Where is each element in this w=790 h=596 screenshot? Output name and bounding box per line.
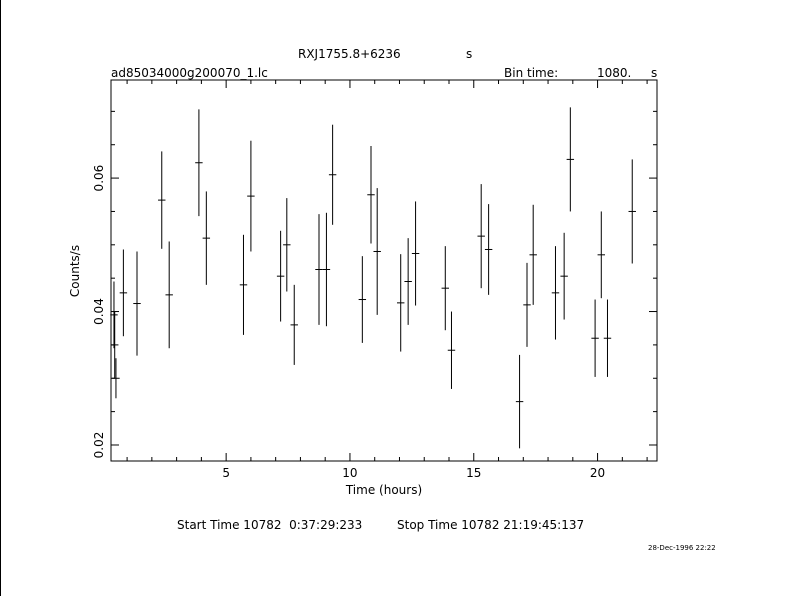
window-left-border	[0, 0, 1, 596]
data-point	[447, 311, 456, 389]
data-point	[247, 140, 255, 252]
plot-timestamp: 28-Dec-1996 22:22	[648, 544, 716, 552]
data-point	[328, 124, 337, 225]
x-axis-label: Time (hours)	[345, 483, 422, 497]
data-points	[110, 107, 636, 449]
data-point	[283, 198, 291, 292]
data-point	[119, 249, 128, 337]
bin-time-units: s	[651, 66, 658, 80]
y-axis-label: Counts/s	[68, 245, 82, 297]
data-point	[158, 151, 166, 249]
data-point	[239, 234, 248, 335]
source-units: s	[466, 47, 473, 61]
data-point	[397, 254, 405, 352]
data-point	[165, 241, 173, 349]
data-point	[202, 191, 211, 285]
data-point	[411, 201, 420, 306]
y-tick-label: 0.06	[92, 165, 106, 192]
data-point	[560, 232, 568, 320]
data-point	[111, 311, 119, 379]
data-point	[515, 354, 524, 449]
data-point	[404, 238, 412, 325]
data-point	[110, 281, 118, 349]
data-point	[597, 211, 605, 299]
data-point	[603, 299, 612, 377]
x-tick-label: 20	[590, 466, 605, 480]
data-point	[373, 188, 381, 315]
file-name: ad85034000g200070_1.lc	[111, 66, 268, 80]
source-name: RXJ1755.8+6236	[298, 47, 401, 61]
bin-time-label: Bin time:	[504, 66, 559, 80]
axis-labels: Time (hours) Counts/s	[68, 245, 422, 497]
data-point	[566, 107, 575, 212]
data-point	[628, 159, 636, 264]
data-point	[484, 204, 493, 295]
data-point	[358, 256, 367, 343]
data-point	[591, 299, 599, 377]
y-tick-label: 0.02	[92, 432, 106, 459]
data-point	[133, 251, 141, 356]
data-point	[290, 284, 298, 365]
data-point	[315, 214, 323, 325]
axes-frame	[110, 79, 658, 462]
x-tick-label: 5	[222, 466, 230, 480]
data-point	[195, 109, 203, 217]
data-point	[477, 184, 485, 289]
data-point	[322, 212, 331, 327]
data-point	[441, 246, 449, 331]
start-time: Start Time 10782 0:37:29:233	[177, 518, 363, 532]
data-point	[551, 246, 560, 340]
x-tick-label: 10	[342, 466, 357, 480]
bin-time-value: 1080.	[597, 66, 632, 80]
data-point	[367, 146, 375, 244]
data-point	[523, 262, 531, 347]
y-tick-label: 0.04	[92, 298, 106, 325]
data-point	[276, 230, 285, 322]
data-point	[112, 358, 120, 399]
data-point	[529, 204, 537, 305]
stop-time: Stop Time 10782 21:19:45:137	[397, 518, 585, 532]
plot-frame	[110, 79, 658, 462]
axis-ticks: 5 10 15 20 0.02 0.04 0.06	[92, 80, 657, 480]
x-tick-label: 15	[466, 466, 481, 480]
